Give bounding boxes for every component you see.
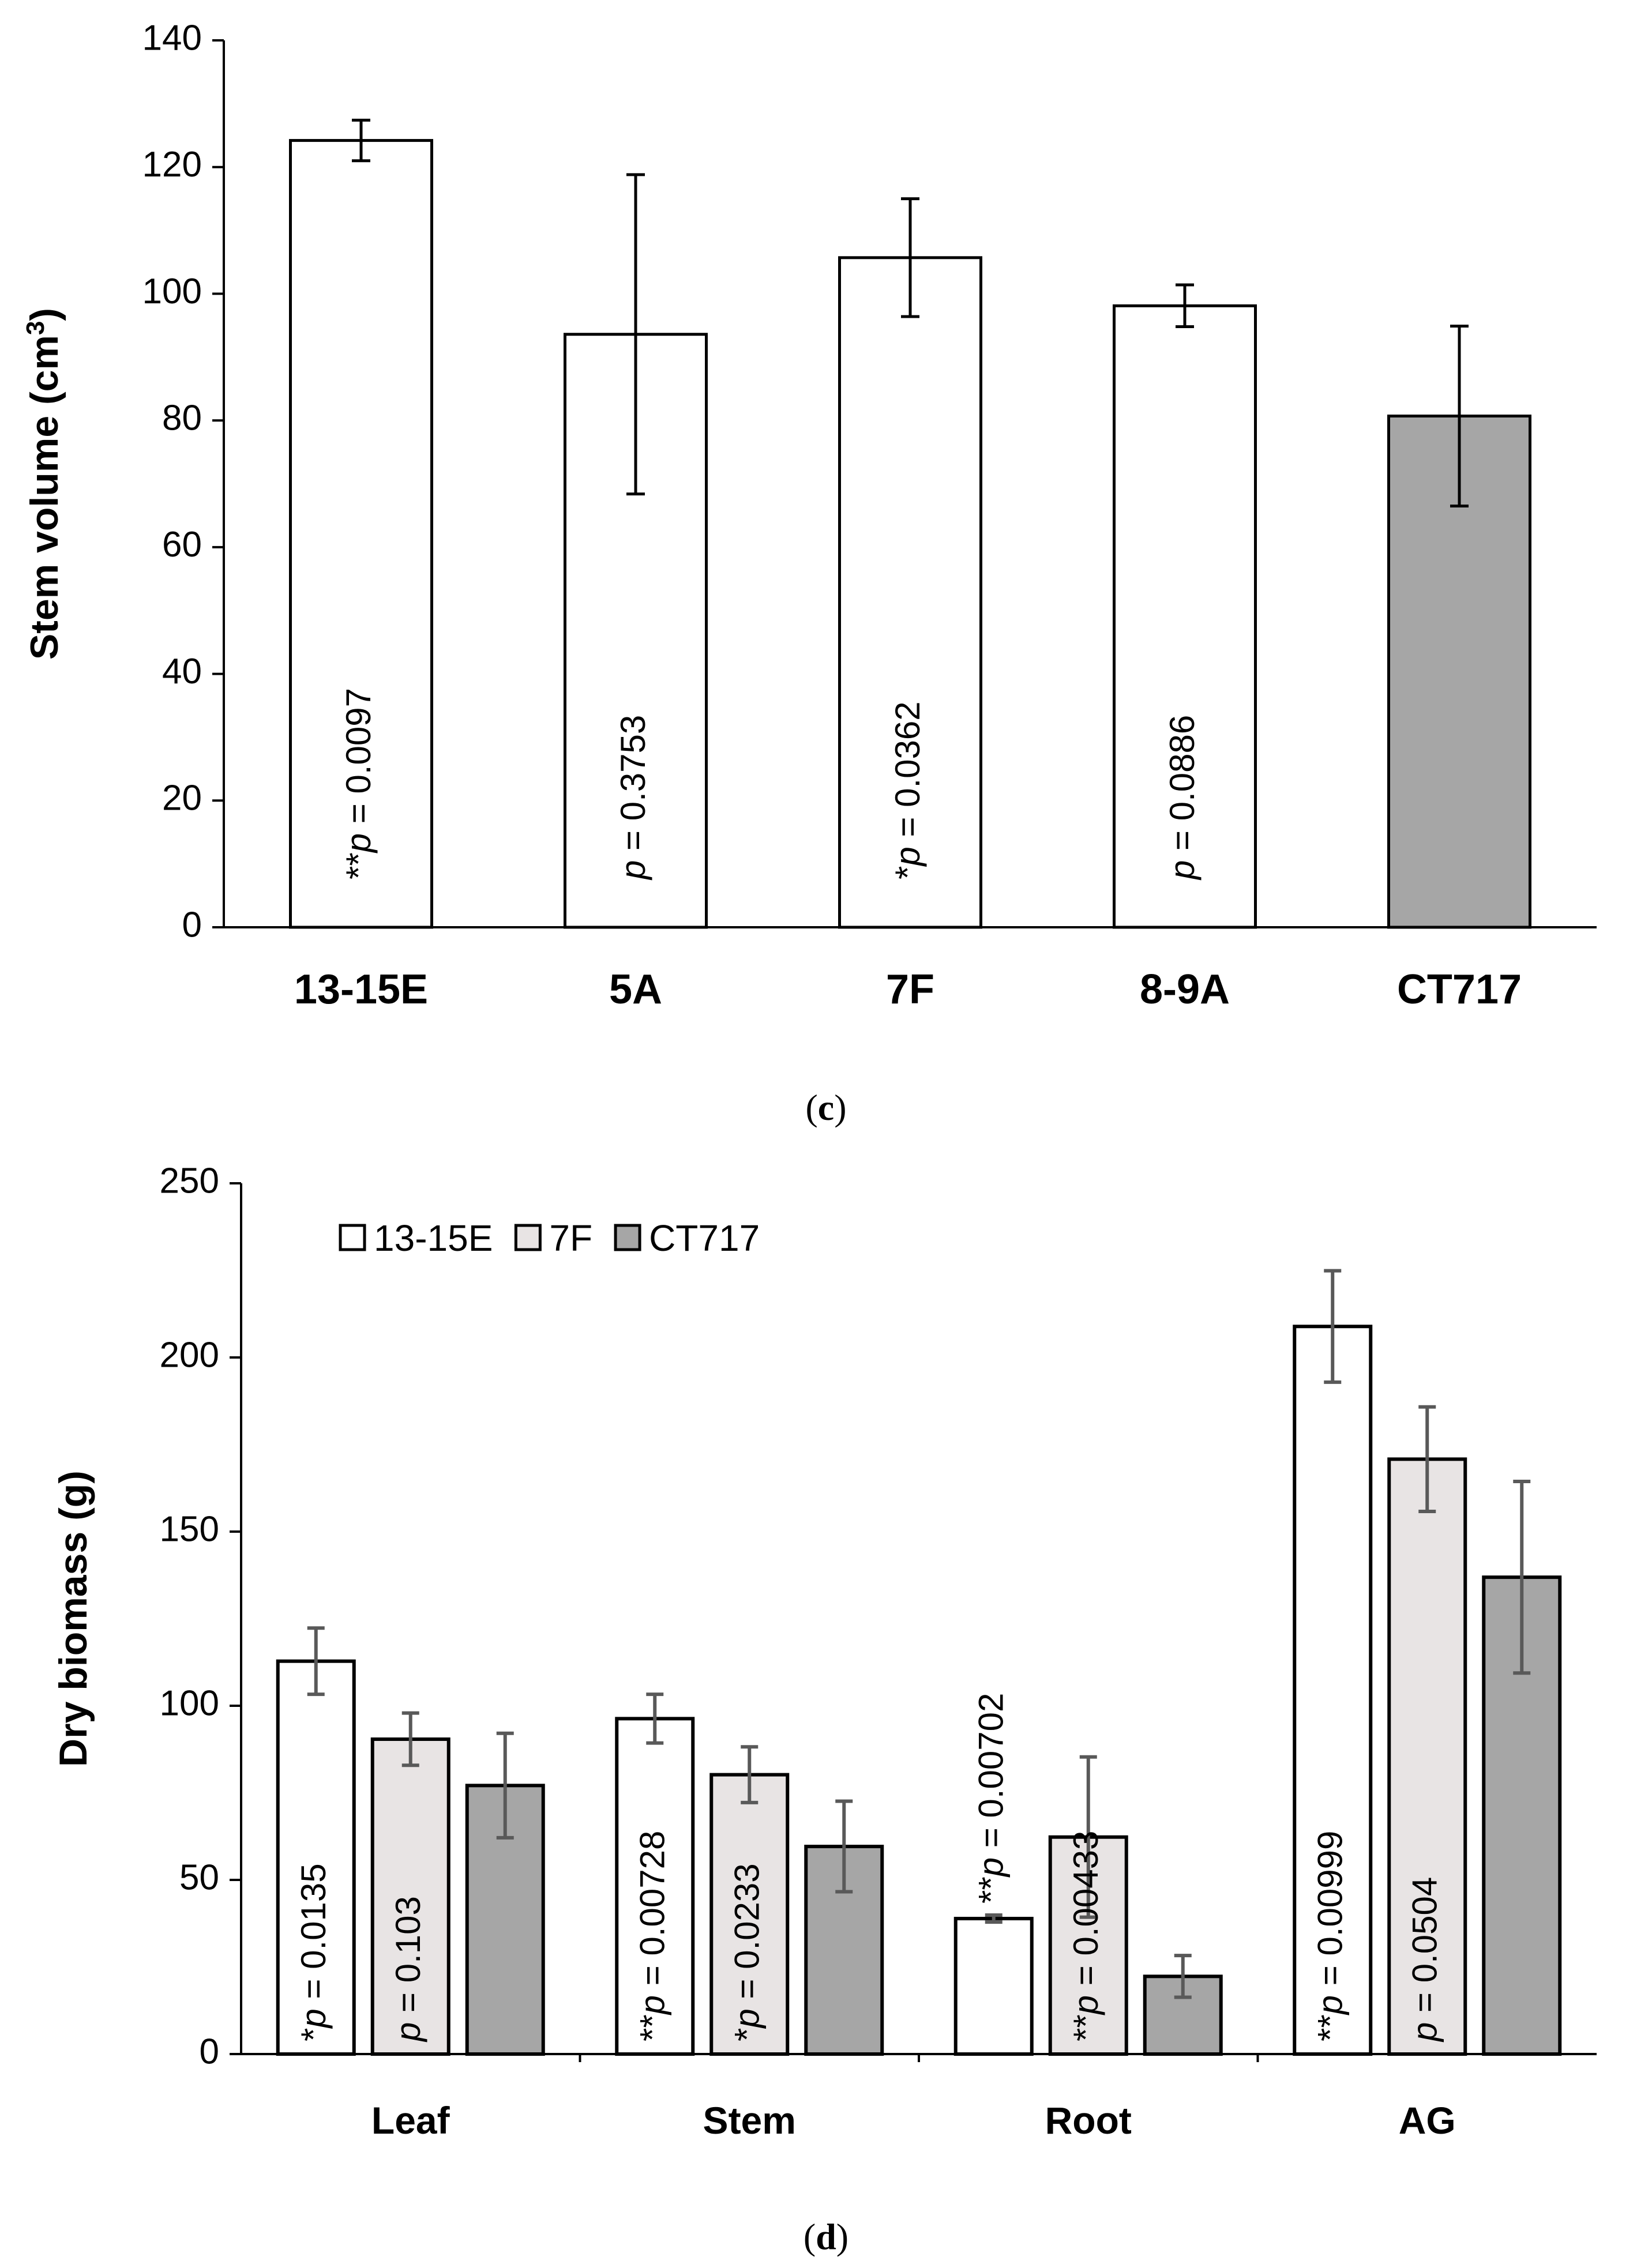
c-annotation-p: p	[1163, 860, 1202, 881]
c-annotation-value: = 0.0362	[888, 701, 927, 847]
c-annotation-value: = 0.0097	[339, 688, 378, 833]
d-bar-AG-7F	[1387, 1457, 1467, 2056]
d-panel-label: (d)	[804, 2216, 848, 2257]
c-annotation-value: = 0.0886	[1163, 715, 1202, 860]
d-annotation-stars: **	[972, 1876, 1011, 1904]
d-y-tick-label: 0	[200, 2032, 219, 2071]
d-annotation: *p = 0.0233	[727, 1863, 766, 2041]
c-y-axis-label-main: Stem volume (cm	[22, 335, 66, 660]
d-legend-label: 7F	[549, 1217, 592, 1259]
d-annotation: p = 0.103	[389, 1896, 427, 2043]
c-annotation: p = 0.0886	[1163, 715, 1202, 881]
d-annotation-value: = 0.00999	[1311, 1831, 1349, 1995]
c-annotation: *p = 0.0362	[888, 701, 927, 879]
d-legend-swatch	[614, 1224, 641, 1251]
d-x-tick-label: AG	[1399, 2099, 1456, 2142]
c-y-axis-label: Stem volume (cm3)	[21, 308, 67, 660]
c-annotation: **p = 0.0097	[339, 688, 378, 879]
d-y-tick-label: 200	[160, 1335, 219, 1375]
d-legend-label: 13-15E	[374, 1217, 493, 1259]
d-annotation-p: p	[972, 1857, 1011, 1878]
d-x-tick-label: Stem	[703, 2099, 796, 2142]
d-annotation-stars: *	[727, 2028, 766, 2041]
d-bar-Root-13-15E	[953, 1917, 1034, 2056]
c-y-tick-label: 80	[162, 398, 202, 438]
c-annotation-stars: **	[339, 852, 378, 879]
d-annotation-value: = 0.00702	[972, 1693, 1011, 1857]
c-annotation-p: p	[614, 860, 652, 881]
c-y-tick-label: 20	[162, 778, 202, 818]
c-panel-letter: c	[818, 1087, 834, 1128]
d-annotation-value: = 0.0504	[1405, 1877, 1444, 2022]
d-annotation-value: = 0.0135	[294, 1863, 333, 2009]
c-annotation-p: p	[339, 833, 378, 853]
d-panel-paren-close: )	[836, 2216, 848, 2257]
d-bar-Leaf-7F	[370, 1737, 450, 2056]
c-y-tick-label: 140	[142, 18, 202, 58]
d-legend-swatch	[339, 1224, 366, 1251]
d-annotation-stars: *	[294, 2028, 333, 2041]
d-bar-Stem-7F	[709, 1773, 790, 2056]
c-y-tick-label: 0	[182, 905, 202, 945]
d-annotation-p: p	[1067, 1995, 1105, 2015]
d-annotation-stars: **	[633, 2014, 671, 2041]
d-panel-paren-open: (	[804, 2216, 816, 2257]
d-annotation: **p = 0.00702	[972, 1693, 1011, 1904]
d-y-tick-label: 150	[160, 1509, 219, 1549]
d-annotation-p: p	[389, 2022, 427, 2043]
c-y-tick-label: 100	[142, 272, 202, 311]
d-y-tick-label: 100	[160, 1683, 219, 1723]
d-annotation: **p = 0.00433	[1067, 1831, 1105, 2041]
d-annotation-stars: **	[1311, 2014, 1349, 2041]
d-annotation: *p = 0.0135	[294, 1863, 333, 2041]
c-x-tick-label: 7F	[886, 966, 934, 1013]
d-annotation: p = 0.0504	[1405, 1877, 1444, 2043]
c-annotation-stars: *	[888, 866, 927, 879]
c-bar-7F	[838, 256, 982, 929]
d-annotation-p: p	[1405, 2022, 1444, 2043]
c-panel-paren-close: )	[834, 1087, 846, 1128]
d-annotation-value: = 0.00433	[1067, 1831, 1105, 1995]
c-x-tick-label: 5A	[609, 966, 662, 1013]
d-annotation-stars: **	[1067, 2014, 1105, 2041]
d-x-tick-label: Leaf	[371, 2099, 450, 2142]
d-annotation: **p = 0.00728	[633, 1831, 671, 2041]
d-bar-Leaf-13-15E	[276, 1659, 356, 2056]
c-annotation-p: p	[888, 847, 927, 867]
d-annotation-value: = 0.00728	[633, 1831, 671, 1995]
c-y-tick-label: 120	[142, 145, 202, 185]
d-annotation-p: p	[1311, 1995, 1349, 2015]
c-annotation-value: = 0.3753	[614, 715, 652, 860]
c-x-tick-label: 13-15E	[294, 966, 428, 1013]
c-panel-label: (c)	[805, 1087, 846, 1128]
c-y-axis-label-sup: 3	[21, 321, 50, 335]
d-annotation-value: = 0.0233	[727, 1863, 766, 2009]
c-x-tick-label: CT717	[1397, 966, 1522, 1013]
d-legend-label: CT717	[649, 1217, 760, 1259]
c-y-tick-label: 40	[162, 652, 202, 691]
c-panel-paren-open: (	[805, 1087, 817, 1128]
d-annotation-p: p	[727, 2009, 766, 2029]
c-y-axis-label-close: )	[22, 308, 66, 321]
c-annotation: p = 0.3753	[614, 715, 652, 881]
d-annotation-p: p	[294, 2009, 333, 2029]
c-y-tick-label: 60	[162, 525, 202, 565]
d-x-tick-label: Root	[1045, 2099, 1132, 2142]
d-legend-swatch	[514, 1224, 542, 1251]
d-y-tick-label: 250	[160, 1161, 219, 1201]
d-y-tick-label: 50	[179, 1857, 219, 1897]
d-y-axis-label: Dry biomass (g)	[51, 1470, 95, 1767]
d-annotation: **p = 0.00999	[1311, 1831, 1349, 2041]
c-x-tick-label: 8-9A	[1140, 966, 1230, 1013]
d-annotation-p: p	[633, 1995, 671, 2015]
c-bar-8-9A	[1113, 304, 1257, 929]
d-annotation-value: = 0.103	[389, 1896, 427, 2022]
d-panel-letter: d	[816, 2216, 836, 2257]
